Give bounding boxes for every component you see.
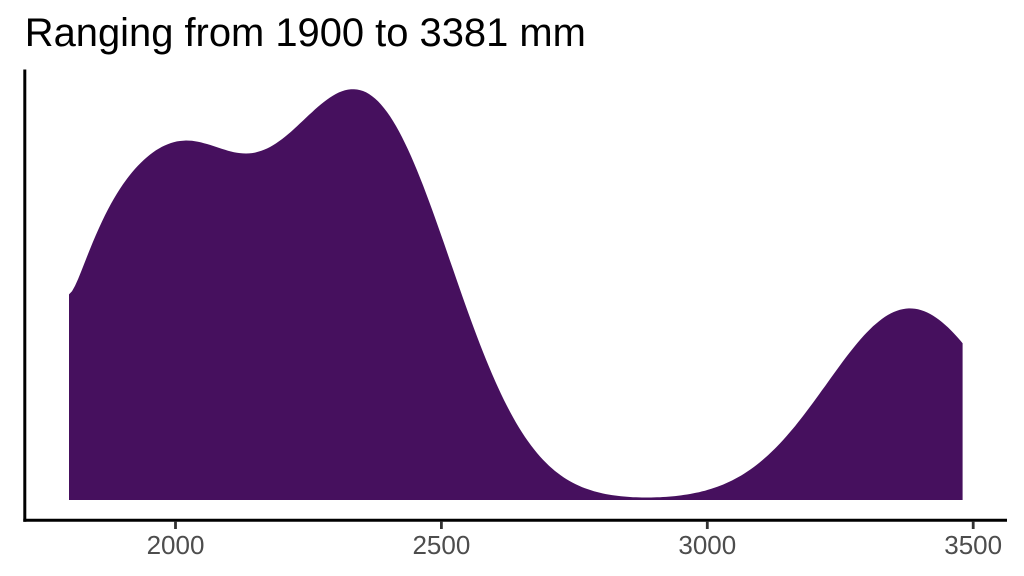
svg-text:2500: 2500 bbox=[412, 530, 470, 560]
svg-text:Ranging from 1900 to 3381 mm: Ranging from 1900 to 3381 mm bbox=[25, 11, 586, 55]
svg-text:2000: 2000 bbox=[147, 530, 205, 560]
svg-text:3000: 3000 bbox=[678, 530, 736, 560]
svg-text:3500: 3500 bbox=[944, 530, 1002, 560]
